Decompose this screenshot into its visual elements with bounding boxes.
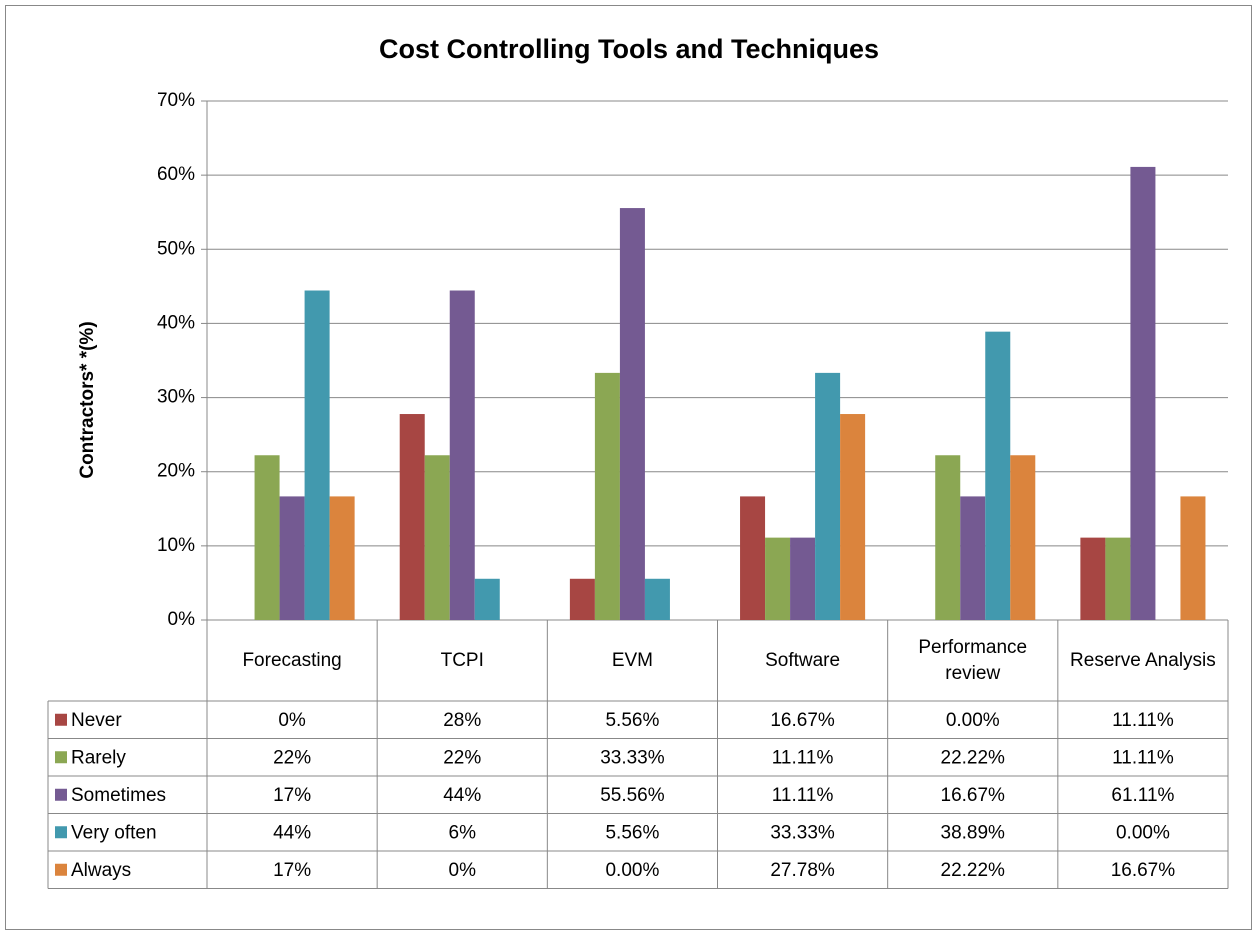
y-tick-label: 40% [157,312,195,333]
table-value: 17% [273,860,311,881]
y-tick-label: 10% [157,535,195,556]
table-value: 38.89% [941,822,1006,843]
table-value: 6% [449,822,477,843]
table-value: 17% [273,785,311,806]
table-value: 11.11% [1112,710,1174,731]
bar [1130,166,1156,620]
table-value: 16.67% [770,710,835,731]
bar [1080,537,1106,620]
bar [254,455,280,620]
table-value: 16.67% [1111,860,1176,881]
bar [1180,496,1206,620]
y-tick-label: 30% [157,387,195,408]
table-value: 55.56% [600,785,665,806]
legend-swatch [55,826,67,839]
bar [449,290,475,620]
bar [644,578,670,620]
x-tick-label: Forecasting [242,649,342,671]
legend-label: Always [71,860,131,881]
legend-label: Sometimes [71,785,166,806]
chart-title: Cost Controlling Tools and Techniques [379,34,879,64]
table-value: 0.00% [605,860,659,881]
x-tick-label: Software [765,649,841,671]
table-value: 0% [278,710,306,731]
y-tick-label: 50% [157,238,195,259]
x-tick-label-box: TCPI [440,649,484,671]
table-value: 5.56% [605,822,659,843]
table-value: 0% [449,860,477,881]
x-tick-label-box: Reserve Analysis [1070,649,1216,671]
table-value: 22.22% [941,747,1006,768]
table-value: 61.11% [1111,785,1174,806]
table-value: 44% [273,822,311,843]
table-value: 22% [273,747,311,768]
legend-swatch [55,751,67,764]
bar [619,208,645,620]
bar [594,372,620,620]
legend-label: Very often [71,822,157,843]
table-value: 0.00% [1116,822,1170,843]
y-tick-label: 20% [157,461,195,482]
table-value: 5.56% [605,710,659,731]
bar [569,578,595,620]
x-tick-label-box: EVM [611,649,653,671]
x-tick-label: Reserve Analysis [1070,649,1216,671]
bar [399,414,425,620]
y-tick-label: 60% [157,164,195,185]
table-value: 16.67% [941,785,1006,806]
y-tick-label: 70% [157,90,195,111]
bar [765,537,791,620]
x-tick-label-box: Software [765,649,841,671]
y-tick-label: 0% [168,609,196,630]
x-tick-label-box: Performance review [918,636,1028,684]
x-tick-label: EVM [611,649,653,671]
table-value: 27.78% [770,860,835,881]
table-value: 44% [443,785,481,806]
legend-swatch [55,863,67,876]
legend-label: Never [71,710,122,731]
bar [740,496,766,620]
y-axis-label: Contractors* *(%) [77,321,98,478]
bar [424,455,450,620]
x-tick-label: TCPI [440,649,484,671]
table-value: 22.22% [941,860,1006,881]
legend-label: Rarely [71,747,126,768]
bar [1010,455,1036,620]
bar [304,290,330,620]
bar [935,455,961,620]
bar [985,331,1011,620]
table-value: 11.11% [772,747,834,768]
table-value: 33.33% [770,822,835,843]
table-value: 33.33% [600,747,665,768]
bar [1105,537,1131,620]
table-value: 11.11% [772,785,834,806]
legend-swatch [55,713,67,726]
bar [329,496,355,620]
legend-swatch [55,788,67,801]
bar [840,414,866,620]
bar [815,372,841,620]
x-tick-label: Performance review [918,636,1028,684]
table-value: 28% [443,710,481,731]
table-value: 0.00% [946,710,1000,731]
table-value: 11.11% [1112,747,1174,768]
bar [960,496,986,620]
bar [790,537,816,620]
x-tick-label-box: Forecasting [242,649,342,671]
bar [279,496,305,620]
bar [474,578,500,620]
table-value: 22% [443,747,481,768]
